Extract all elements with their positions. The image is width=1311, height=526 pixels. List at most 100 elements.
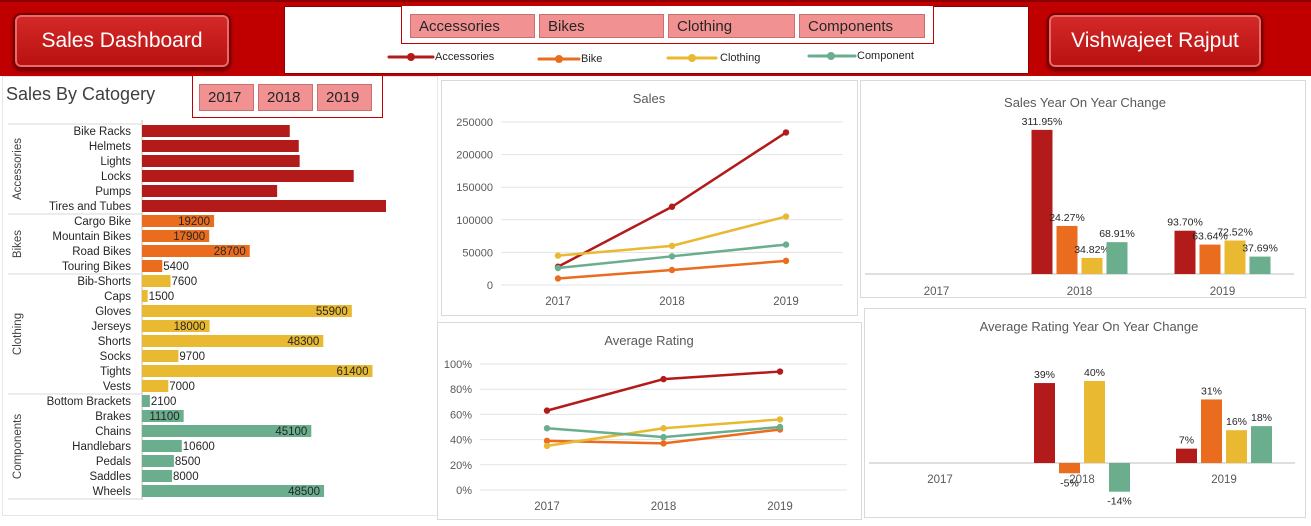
category-value-label: 42000	[264, 156, 296, 168]
data-label: 68.91%	[1099, 228, 1135, 240]
category-bar	[142, 455, 174, 467]
category-item-label: Handlebars	[72, 441, 131, 453]
rating-line-chart: Average Rating 0% 20% 40% 60% 80% 100% 2017 2018…	[444, 333, 847, 513]
category-item-label: Brakes	[95, 411, 131, 423]
slicer-chip-clothing[interactable]: Clothing	[668, 14, 795, 38]
category-item-label: Socks	[100, 351, 132, 363]
category-item-label: Bottom Brackets	[47, 396, 132, 408]
series-point	[668, 203, 676, 210]
category-item-label: Mountain Bikes	[52, 231, 131, 243]
legend-component: Component	[807, 50, 914, 62]
slicer-chip-2017[interactable]: 2017	[199, 84, 254, 111]
category-value-label: 8500	[175, 456, 201, 468]
yoy-bar	[1106, 242, 1128, 274]
category-value-label: 8000	[173, 471, 199, 483]
category-item-label: Caps	[104, 291, 131, 303]
category-item-label: Gloves	[95, 306, 131, 318]
series-point	[554, 264, 562, 272]
yoy-bar	[1199, 244, 1221, 274]
category-item-label: Tights	[100, 366, 131, 378]
line-marker-icon	[807, 52, 857, 60]
category-value-label: 17900	[173, 231, 205, 243]
category-bar	[142, 335, 324, 347]
category-item-label: Tires and Tubes	[49, 201, 131, 213]
y-tick-label: 100%	[444, 359, 472, 371]
category-value-label: 65000	[350, 201, 382, 213]
category-bar	[142, 215, 215, 227]
legend-accessories: Accessories	[387, 51, 494, 63]
legend-label: Component	[857, 50, 914, 62]
category-group-label: Accessories	[12, 138, 24, 200]
category-value-label: 55900	[316, 306, 348, 318]
category-group-label: Clothing	[12, 313, 24, 355]
category-bar	[142, 140, 299, 152]
category-bar	[142, 290, 148, 302]
legend-clothing: Clothing	[666, 52, 760, 64]
series-point	[668, 253, 676, 260]
slicer-chip-2019[interactable]: 2019	[317, 84, 372, 111]
legend-label: Accessories	[435, 51, 495, 63]
yoy-bar	[1059, 463, 1080, 474]
series-point	[668, 242, 676, 250]
author-name-button[interactable]: Vishwajeet Rajput	[1047, 13, 1263, 69]
category-item-label: Pedals	[96, 456, 131, 468]
category-bar	[142, 230, 210, 242]
data-label: -5%	[1060, 477, 1079, 489]
x-tick-label: 2019	[767, 501, 793, 513]
category-item-label: Helmets	[89, 141, 131, 153]
category-item-label: Chains	[95, 426, 131, 438]
x-tick-label: 2018	[651, 501, 677, 513]
category-value-label: 7000	[169, 381, 195, 393]
yoy-bar	[1224, 240, 1246, 274]
series-point	[554, 252, 562, 259]
category-item-label: Bib-Shorts	[77, 276, 131, 288]
series-point	[668, 266, 676, 274]
data-label: 40%	[1084, 367, 1105, 379]
category-group-label: Components	[12, 414, 24, 479]
y-tick-label: 100000	[456, 215, 493, 227]
category-value-label: 45100	[275, 426, 307, 438]
series-point	[782, 241, 790, 248]
series-point	[776, 416, 784, 423]
yoy-bar	[1109, 463, 1130, 492]
slicer-chip-bikes[interactable]: Bikes	[539, 14, 664, 38]
data-label: 34.82%	[1074, 244, 1110, 256]
series-point	[660, 433, 667, 441]
data-label: -14%	[1107, 496, 1132, 508]
legend-label: Bike	[581, 53, 603, 65]
data-label: 93.70%	[1167, 217, 1203, 229]
line-marker-icon	[666, 54, 718, 62]
yoy-bar	[1174, 230, 1196, 274]
sales-yoy-chart: Sales Year On Year Change 2017 2018 311.95%…	[865, 95, 1294, 298]
y-tick-label: 20%	[450, 460, 472, 472]
category-value-label: 61400	[337, 366, 369, 378]
rating-yoy-chart: Average Rating Year On Year Change 2017 20…	[869, 319, 1295, 508]
slicer-chip-accessories[interactable]: Accessories	[410, 14, 535, 38]
category-item-label: Cargo Bike	[74, 216, 131, 228]
x-tick-label: 2018	[1067, 286, 1093, 298]
y-tick-label: 60%	[450, 409, 472, 421]
yoy-bar	[1201, 399, 1222, 463]
yoy-bar	[1034, 383, 1055, 463]
slicer-chip-components[interactable]: Components	[799, 14, 925, 38]
x-tick-label: 2019	[773, 296, 799, 308]
y-tick-label: 150000	[456, 182, 493, 194]
category-bar	[142, 305, 352, 317]
category-bar	[142, 440, 182, 452]
series-point	[554, 275, 562, 282]
line-marker-icon	[537, 55, 581, 63]
series-point	[543, 425, 551, 432]
series-point	[782, 213, 790, 220]
yoy-bar	[1031, 129, 1053, 274]
x-tick-label: 2017	[927, 474, 953, 486]
sales-dashboard-button[interactable]: Sales Dashboard	[13, 13, 231, 69]
x-tick-label: 2019	[1210, 286, 1236, 298]
data-label: 16%	[1226, 416, 1247, 428]
category-bar	[142, 200, 386, 212]
yoy-bar	[1251, 426, 1272, 463]
slicer-chip-2018[interactable]: 2018	[258, 84, 313, 111]
x-tick-label: 2017	[545, 296, 571, 308]
category-value-label: 11100	[149, 411, 179, 423]
series-point	[782, 257, 790, 265]
x-tick-label: 2017	[924, 286, 950, 298]
